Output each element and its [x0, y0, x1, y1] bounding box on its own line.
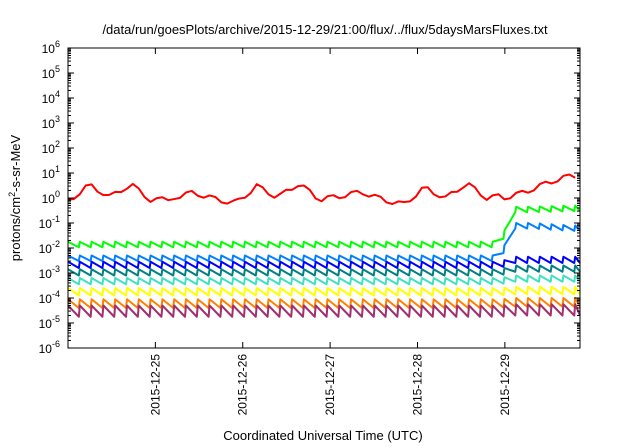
- series-line-3: [67, 222, 581, 262]
- y-tick-exponent: 2: [55, 139, 60, 149]
- y-axis-label-units: -s-sr-MeV: [8, 134, 23, 191]
- series-line-9: [67, 303, 581, 318]
- y-tick-exponent: -3: [52, 264, 60, 274]
- y-tick-label: 10-6: [39, 339, 60, 356]
- x-tick-label: 2015-12-29: [498, 354, 512, 416]
- y-tick-base: 10: [39, 242, 53, 256]
- y-tick-exponent: -5: [52, 314, 60, 324]
- x-tick-label: 2015-12-27: [323, 354, 337, 416]
- series-layer: [67, 173, 581, 318]
- y-tick-exponent: 4: [55, 89, 60, 99]
- y-tick-base: 10: [39, 342, 53, 356]
- y-tick-label: 100: [42, 189, 60, 206]
- y-tick-exponent: -2: [52, 239, 60, 249]
- y-tick-label: 10-3: [39, 264, 60, 281]
- y-tick-base: 10: [39, 217, 53, 231]
- x-axis-label: Coordinated Universal Time (UTC): [223, 428, 422, 443]
- y-tick-label: 103: [42, 114, 60, 131]
- y-tick-exponent: -4: [52, 289, 60, 299]
- y-tick-label: 10-5: [39, 314, 60, 331]
- x-tick-label: 2015-12-26: [236, 354, 250, 416]
- y-axis-label: protons/cm2-s-sr-MeV: [7, 134, 23, 261]
- series-line-8: [67, 297, 581, 309]
- y-axis-label-superscript: 2: [7, 192, 17, 197]
- series-line-2: [67, 204, 581, 249]
- y-tick-base: 10: [42, 92, 56, 106]
- y-tick-exponent: 6: [55, 39, 60, 49]
- y-tick-base: 10: [39, 292, 53, 306]
- y-tick-label: 106: [42, 39, 60, 56]
- y-tick-exponent: -6: [52, 339, 60, 349]
- y-tick-base: 10: [42, 192, 56, 206]
- y-tick-base: 10: [42, 117, 56, 131]
- y-axis: 10610510410310210110010-110-210-310-410-…: [39, 39, 580, 356]
- y-tick-label: 10-4: [39, 289, 60, 306]
- y-tick-base: 10: [39, 267, 53, 281]
- y-tick-label: 104: [42, 89, 60, 106]
- series-line-7: [67, 285, 581, 297]
- y-tick-exponent: 0: [55, 189, 60, 199]
- y-tick-base: 10: [42, 42, 56, 56]
- y-tick-base: 10: [42, 67, 56, 81]
- x-tick-label: 2015-12-28: [410, 354, 424, 416]
- y-tick-label: 101: [42, 164, 60, 181]
- series-line-6: [67, 274, 581, 286]
- y-tick-base: 10: [42, 142, 56, 156]
- y-tick-label: 102: [42, 139, 60, 156]
- y-axis-label-main: protons/cm: [8, 197, 23, 261]
- y-tick-label: 10-2: [39, 239, 60, 256]
- y-tick-base: 10: [39, 317, 53, 331]
- series-line-1: [67, 173, 576, 206]
- series-line-4: [67, 255, 581, 269]
- y-tick-exponent: -1: [52, 214, 60, 224]
- x-axis: 2015-12-25 2015-12-26 2015-12-27 2015-12-28…: [148, 48, 512, 416]
- series-line-5: [67, 264, 581, 277]
- y-tick-exponent: 5: [55, 64, 60, 74]
- y-tick-label: 10-1: [39, 214, 60, 231]
- chart-title: /data/run/goesPlots/archive/2015-12-29/2…: [102, 22, 548, 37]
- y-tick-base: 10: [42, 167, 56, 181]
- x-tick-label: 2015-12-25: [148, 354, 162, 416]
- y-tick-label: 105: [42, 64, 60, 81]
- y-tick-exponent: 3: [55, 114, 60, 124]
- y-tick-exponent: 1: [55, 164, 60, 174]
